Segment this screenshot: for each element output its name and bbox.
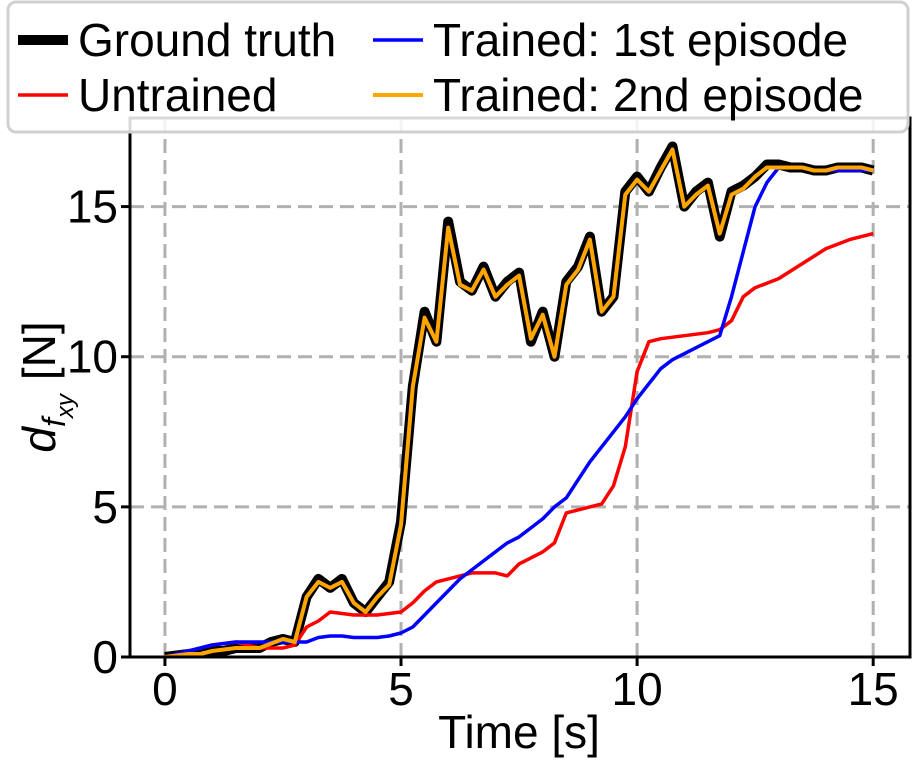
legend-label: Untrained	[78, 69, 277, 121]
y-tick-label: 5	[92, 481, 118, 533]
x-tick-label: 15	[848, 663, 899, 715]
legend-label: Trained: 1st episode	[433, 14, 848, 66]
legend-box	[6, 0, 910, 134]
plot-frame	[128, 116, 912, 659]
data-line	[164, 141, 875, 657]
y-tick-label: 10	[67, 331, 118, 383]
y-label-symbol: d	[13, 426, 65, 453]
x-tick-label: 10	[612, 663, 663, 715]
y-axis-label: dfxy[N]	[13, 321, 79, 452]
x-tick-label: 0	[152, 663, 178, 715]
legend-label: Ground truth	[78, 14, 336, 66]
data-line	[164, 147, 874, 657]
data-line	[164, 165, 874, 657]
y-label-unit: [N]	[13, 321, 65, 380]
y-label-subsubscript: xy	[52, 392, 79, 419]
legend-label: Trained: 2nd episode	[433, 69, 864, 121]
data-line	[164, 231, 874, 657]
x-tick-label: 5	[388, 663, 414, 715]
x-axis-label: Time [s]	[438, 706, 600, 758]
y-tick-label: 15	[67, 181, 118, 233]
y-tick-label: 0	[92, 631, 118, 683]
